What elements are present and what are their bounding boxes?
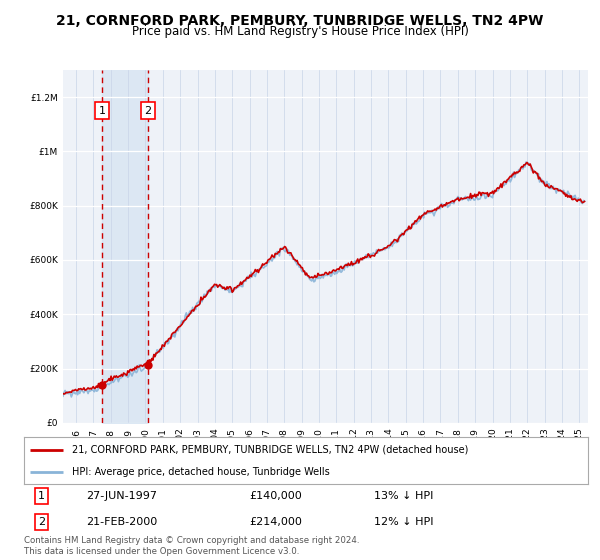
Text: Price paid vs. HM Land Registry's House Price Index (HPI): Price paid vs. HM Land Registry's House … [131, 25, 469, 38]
Text: 2: 2 [144, 106, 151, 116]
Text: 1: 1 [38, 491, 45, 501]
Text: 1: 1 [98, 106, 106, 116]
Text: 21, CORNFORD PARK, PEMBURY, TUNBRIDGE WELLS, TN2 4PW (detached house): 21, CORNFORD PARK, PEMBURY, TUNBRIDGE WE… [72, 445, 469, 455]
Text: 21, CORNFORD PARK, PEMBURY, TUNBRIDGE WELLS, TN2 4PW: 21, CORNFORD PARK, PEMBURY, TUNBRIDGE WE… [56, 14, 544, 28]
Text: £140,000: £140,000 [250, 491, 302, 501]
Text: Contains HM Land Registry data © Crown copyright and database right 2024.
This d: Contains HM Land Registry data © Crown c… [24, 536, 359, 556]
Text: 13% ↓ HPI: 13% ↓ HPI [374, 491, 433, 501]
Text: HPI: Average price, detached house, Tunbridge Wells: HPI: Average price, detached house, Tunb… [72, 466, 329, 477]
Text: 27-JUN-1997: 27-JUN-1997 [86, 491, 157, 501]
Text: £214,000: £214,000 [250, 517, 302, 527]
Text: 21-FEB-2000: 21-FEB-2000 [86, 517, 157, 527]
Text: 12% ↓ HPI: 12% ↓ HPI [374, 517, 433, 527]
Text: 2: 2 [38, 517, 45, 527]
